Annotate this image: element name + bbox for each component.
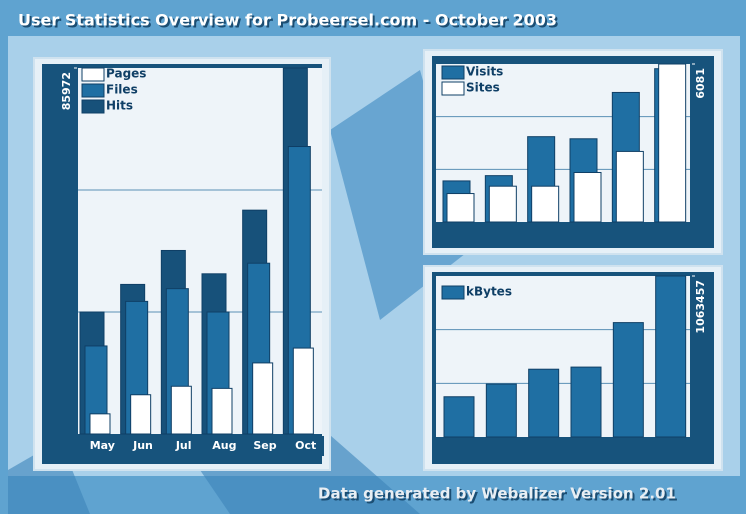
bar [131, 395, 151, 434]
legend-swatch [82, 84, 104, 97]
legend-label: Pages [106, 67, 146, 81]
bar [447, 194, 474, 222]
footer: Data generated by Webalizer Version 2.01 [318, 485, 676, 503]
x-tick-label: Aug [212, 439, 236, 452]
bar [616, 151, 643, 222]
title: User Statistics Overview for Probeersel.… [18, 11, 557, 30]
legend-label: Visits [466, 65, 503, 79]
bar [253, 363, 273, 434]
bar [571, 367, 601, 437]
bar [656, 276, 686, 437]
x-tick-label: May [90, 439, 115, 452]
legend-swatch [82, 100, 104, 113]
bar [171, 386, 191, 434]
bar [486, 384, 516, 437]
legend-label: Hits [106, 99, 133, 113]
bar [293, 348, 313, 434]
legend-label: Files [106, 83, 138, 97]
x-tick-label: Jun [132, 439, 153, 452]
bar [90, 414, 110, 434]
bar [613, 323, 643, 437]
legend-label: Sites [466, 81, 500, 95]
y-tick-label: 6081 [694, 68, 707, 99]
x-tick-label: Jul [175, 439, 192, 452]
legend-swatch [442, 82, 464, 95]
legend-swatch [442, 66, 464, 79]
x-strip [434, 224, 692, 244]
y-tick-label: 85972 [60, 72, 73, 110]
page: {"title": "User Statistics Overview for … [0, 0, 746, 514]
x-tick-label: Oct [295, 439, 316, 452]
bar [444, 397, 474, 437]
legend-swatch [82, 68, 104, 81]
legend-label: kBytes [466, 285, 512, 299]
bar [574, 173, 601, 222]
legend-swatch [442, 286, 464, 299]
bar [529, 369, 559, 437]
bar [659, 64, 686, 222]
bar [532, 186, 559, 222]
chart: User Statistics Overview for Probeersel.… [0, 0, 746, 514]
x-strip [434, 439, 692, 458]
bar [212, 388, 232, 434]
y-tick-label: 1063457 [694, 280, 707, 334]
bar [489, 186, 516, 222]
x-tick-label: Sep [253, 439, 276, 452]
